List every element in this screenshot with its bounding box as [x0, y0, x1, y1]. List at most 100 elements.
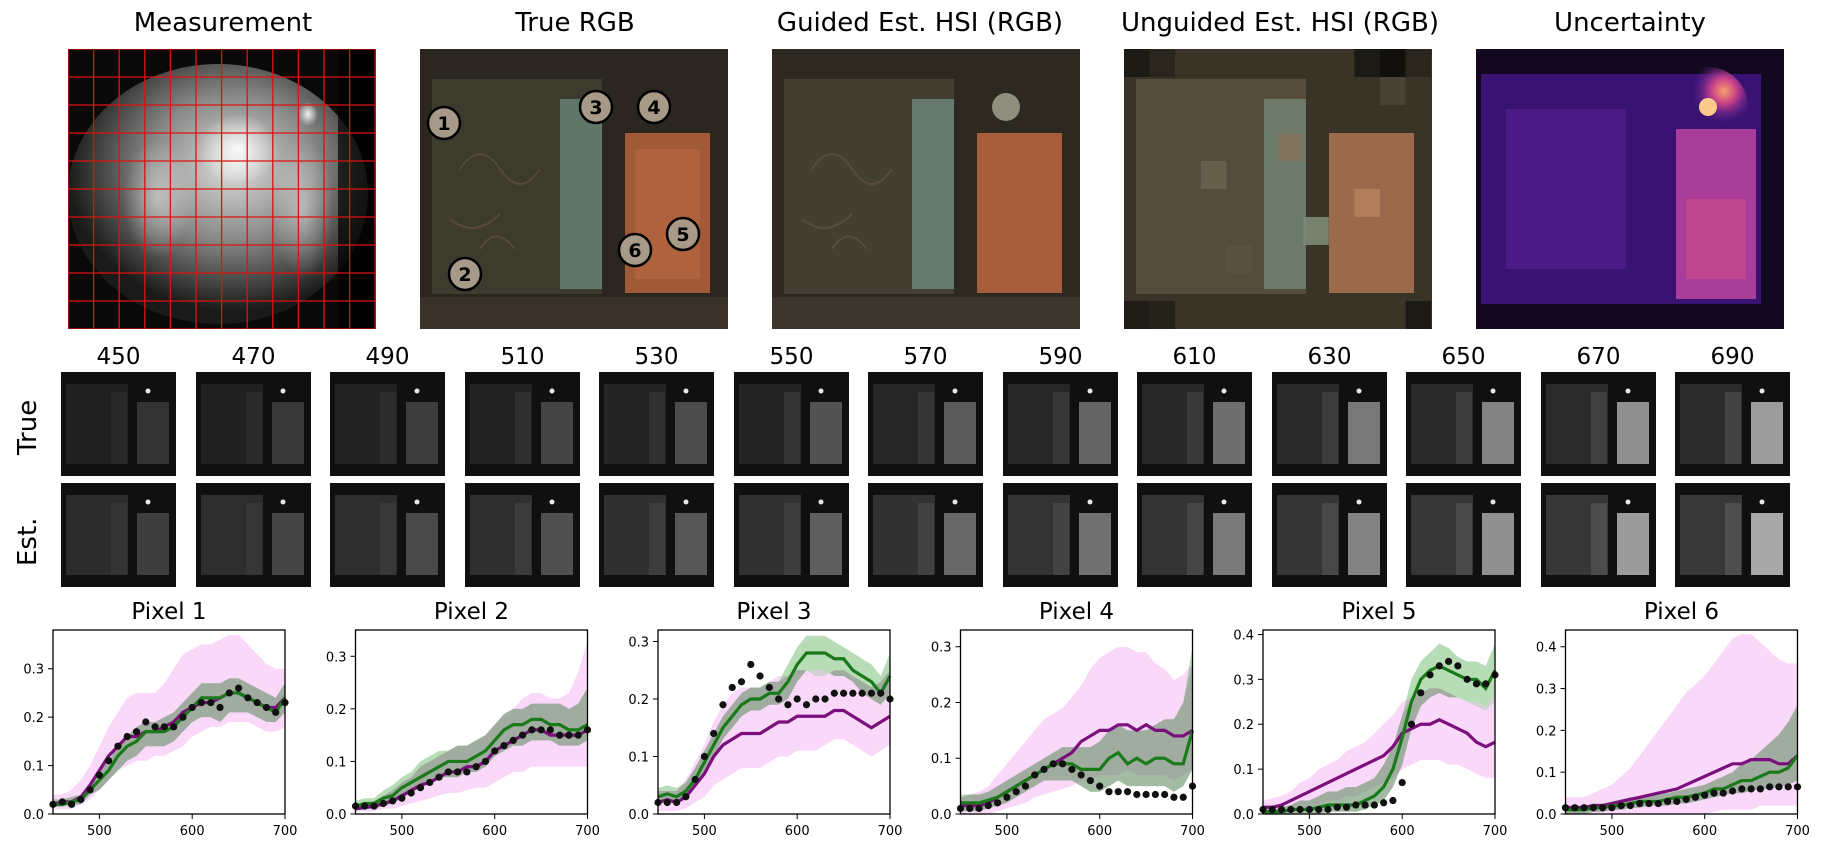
true-point: [444, 768, 452, 776]
true-point: [1710, 789, 1718, 797]
y-tick-label: 0.2: [628, 693, 649, 708]
true-point: [1775, 783, 1783, 791]
wavelength-label: 490: [365, 344, 410, 370]
true-point: [1305, 805, 1313, 814]
band-thumbnail-est: [1541, 483, 1656, 587]
wavelength-label: 630: [1307, 344, 1352, 370]
x-tick-label: 600: [1390, 824, 1415, 839]
true-point: [463, 768, 471, 776]
true-point: [663, 798, 671, 807]
true-point: [546, 726, 554, 734]
true-point: [867, 689, 876, 697]
x-tick-label: 700: [273, 824, 298, 839]
guided-band: [53, 678, 285, 807]
y-tick-label: 0.1: [326, 755, 347, 770]
true-point: [1287, 805, 1295, 814]
true-point: [1426, 671, 1434, 679]
plot-frame: [1564, 629, 1799, 815]
y-tick-label: 0.0: [628, 808, 649, 823]
band-thumbnail-est: [734, 483, 849, 587]
pixel-markers: 1 2 3 4 5 6: [426, 89, 701, 292]
true-point: [1170, 793, 1178, 801]
pixel-plot-6: Pixel 6 500 600 700 0.0 0.1 0.2 0.3 0.4: [1536, 599, 1810, 839]
true-point: [1756, 785, 1764, 793]
plot-frame: [1262, 629, 1496, 815]
wavelength-label: 550: [769, 344, 814, 370]
true-point: [756, 672, 764, 680]
x-tick-label: 700: [878, 824, 903, 839]
plot-title: Pixel 6: [1644, 599, 1719, 625]
wavelength-label: 510: [500, 344, 545, 370]
true-point: [1161, 790, 1169, 799]
uncertainty-band: [658, 670, 890, 803]
true-point: [253, 699, 261, 707]
true-point: [379, 799, 387, 808]
wavelength-label: 450: [96, 344, 141, 370]
row-label-est: Est.: [13, 517, 43, 566]
true-point: [1012, 788, 1020, 796]
true-point: [235, 684, 243, 692]
true-point: [77, 795, 85, 804]
true-point: [1728, 787, 1737, 795]
true-point: [1608, 804, 1616, 812]
block-artifacts: [1124, 49, 1432, 329]
wavelength-label: 670: [1576, 344, 1621, 370]
true-point: [765, 683, 773, 692]
true-point: [849, 689, 857, 697]
true-point: [389, 797, 397, 805]
pixel-marker-6: 6: [628, 240, 641, 262]
true-point: [1445, 657, 1453, 666]
plot-title: Pixel 3: [736, 599, 811, 625]
y-tick-label: 0.4: [1536, 641, 1557, 656]
true-point: [784, 701, 792, 709]
band-thumbnail-true: [868, 372, 983, 476]
true-point: [840, 689, 848, 697]
x-tick-label: 500: [994, 824, 1019, 839]
true-point: [1663, 797, 1672, 806]
true-point: [142, 718, 150, 726]
true-point: [361, 802, 369, 810]
true-point: [1435, 662, 1443, 670]
true-point: [1636, 799, 1644, 808]
true-point: [1580, 804, 1588, 812]
uncertainty-image: [1476, 49, 1784, 329]
band-thumbnail-graphic: [61, 372, 176, 476]
band-thumbnail-graphic: [734, 483, 849, 587]
band-thumbnail-true: [196, 372, 311, 476]
guided-band: [355, 687, 588, 809]
true-rgb-graphic: 1 2 3 4 5 6: [420, 49, 728, 329]
band-thumbnail-graphic: [599, 372, 714, 476]
true-point: [812, 695, 820, 703]
band-thumbnail-graphic: [599, 483, 714, 587]
band-thumbnail-graphic: [465, 372, 580, 476]
y-tick-label: 0.2: [326, 703, 347, 718]
true-point: [1058, 760, 1067, 768]
true-point: [1472, 680, 1481, 688]
wavelength-label: 530: [634, 344, 679, 370]
unguided-band: [658, 670, 890, 812]
y-tick-label: 0.1: [23, 760, 44, 775]
true-point: [1324, 805, 1332, 814]
true-point: [1389, 796, 1397, 805]
true-point: [179, 713, 187, 721]
true-point: [407, 789, 415, 797]
true-point: [262, 703, 271, 712]
band-thumbnail-graphic: [1272, 483, 1387, 587]
true-point: [1315, 805, 1323, 814]
band-thumbnail-est: [868, 483, 983, 587]
wavelength-label: 590: [1038, 344, 1083, 370]
unguided-est-image: [1124, 49, 1432, 329]
band-thumbnail-true: [599, 372, 714, 476]
uncertainty-band: [53, 678, 285, 807]
true-point: [528, 726, 536, 734]
band-thumbnail-graphic: [1272, 372, 1387, 476]
true-point: [132, 728, 141, 736]
true-point: [1086, 776, 1095, 785]
true-point: [1599, 804, 1607, 812]
x-tick-label: 600: [1692, 824, 1717, 839]
wavelength-label: 650: [1441, 344, 1486, 370]
true-point: [1398, 778, 1406, 787]
y-tick-label: 0.2: [23, 711, 44, 726]
y-tick-label: 0.3: [1536, 683, 1557, 698]
true-point: [830, 689, 838, 697]
